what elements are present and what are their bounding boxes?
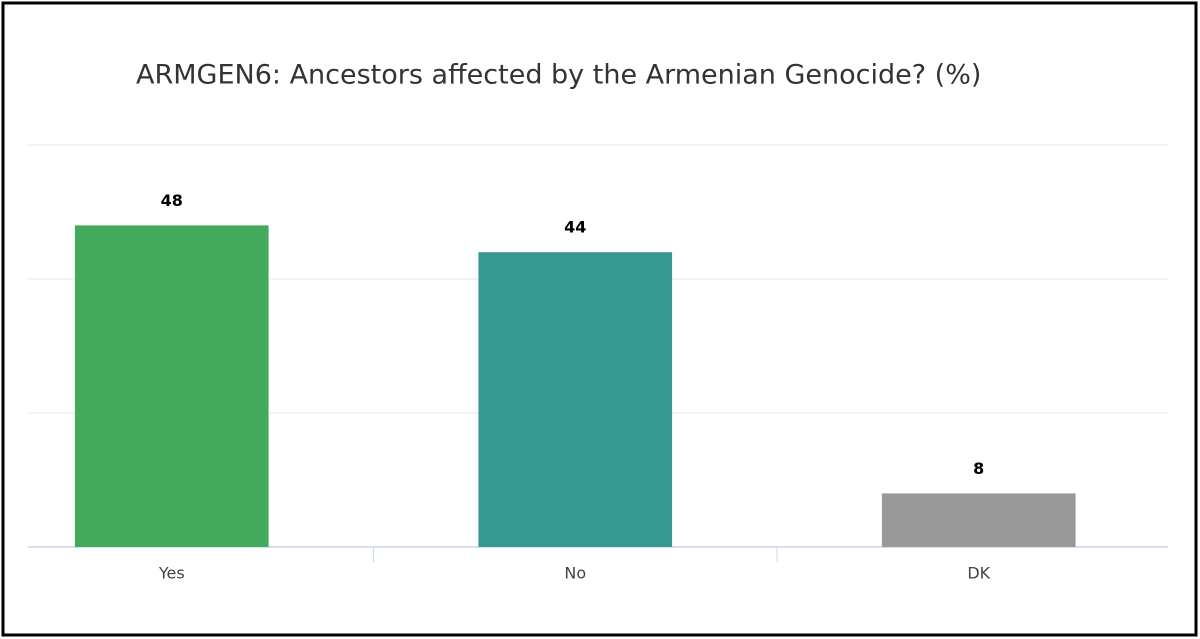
bar	[881, 493, 1076, 547]
bar	[74, 225, 269, 547]
x-tick-label: Yes	[158, 564, 185, 583]
x-tick-label: DK	[967, 564, 990, 583]
data-label: 48	[161, 191, 183, 210]
bar	[478, 252, 673, 547]
data-label: 8	[973, 459, 984, 478]
data-label: 44	[564, 218, 586, 237]
x-tick-label: No	[564, 564, 586, 583]
chart-title: ARMGEN6: Ancestors affected by the Armen…	[136, 60, 981, 91]
